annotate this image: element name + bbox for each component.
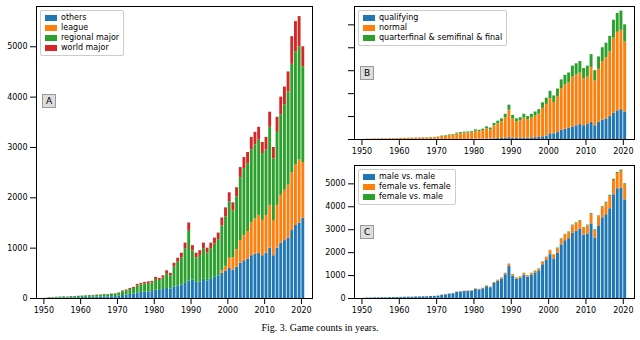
html-text:B: B (364, 68, 371, 78)
svg-text:2010: 2010 (576, 306, 596, 315)
svg-text:0: 0 (340, 294, 345, 303)
html-text:female vs. female: female vs. female (379, 182, 451, 191)
svg-text:2000: 2000 (218, 306, 238, 315)
html-text:Fig. 3. Game counts in years.: Fig. 3. Game counts in years. (261, 322, 379, 333)
svg-text:1970: 1970 (107, 306, 127, 315)
html-text:C: C (364, 227, 371, 237)
html-text:qualifying: qualifying (379, 13, 419, 22)
html-text:quarterfinal & semifinal & fin: quarterfinal & semifinal & final (379, 33, 503, 42)
svg-text:2020: 2020 (613, 306, 633, 315)
svg-text:1980: 1980 (144, 306, 164, 315)
svg-text:1980: 1980 (464, 147, 484, 156)
html-text:male vs. male: male vs. male (379, 172, 436, 181)
svg-text:2000: 2000 (7, 193, 27, 202)
svg-text:0: 0 (22, 294, 27, 303)
svg-text:1970: 1970 (426, 147, 446, 156)
svg-text:1990: 1990 (501, 306, 521, 315)
svg-text:1990: 1990 (501, 147, 521, 156)
svg-text:2020: 2020 (613, 147, 633, 156)
svg-text:1960: 1960 (70, 306, 90, 315)
svg-text:1000: 1000 (7, 244, 27, 253)
html-text:world major: world major (61, 43, 109, 52)
svg-text:3000: 3000 (325, 225, 345, 234)
svg-text:2010: 2010 (576, 147, 596, 156)
svg-text:1980: 1980 (464, 306, 484, 315)
svg-text:2000: 2000 (538, 147, 558, 156)
svg-text:3000: 3000 (7, 143, 27, 152)
html-text:others: others (61, 13, 87, 22)
svg-text:1990: 1990 (181, 306, 201, 315)
svg-text:2010: 2010 (254, 306, 274, 315)
html-text:normal: normal (379, 23, 407, 32)
svg-text:2000: 2000 (538, 306, 558, 315)
svg-text:1000: 1000 (325, 271, 345, 280)
svg-text:4000: 4000 (7, 93, 27, 102)
svg-text:1950: 1950 (352, 306, 372, 315)
svg-text:1950: 1950 (352, 147, 372, 156)
svg-text:5000: 5000 (7, 42, 27, 51)
html-text:A: A (46, 96, 53, 106)
svg-text:1950: 1950 (34, 306, 54, 315)
svg-text:1960: 1960 (389, 306, 409, 315)
svg-text:2020: 2020 (291, 306, 311, 315)
svg-text:1960: 1960 (389, 147, 409, 156)
svg-text:5000: 5000 (325, 179, 345, 188)
svg-text:2000: 2000 (325, 248, 345, 257)
html-text:female vs. male: female vs. male (379, 192, 443, 201)
svg-text:4000: 4000 (325, 202, 345, 211)
html-text:regional major: regional major (61, 33, 120, 42)
html-text:league: league (61, 23, 89, 32)
svg-text:1970: 1970 (426, 306, 446, 315)
